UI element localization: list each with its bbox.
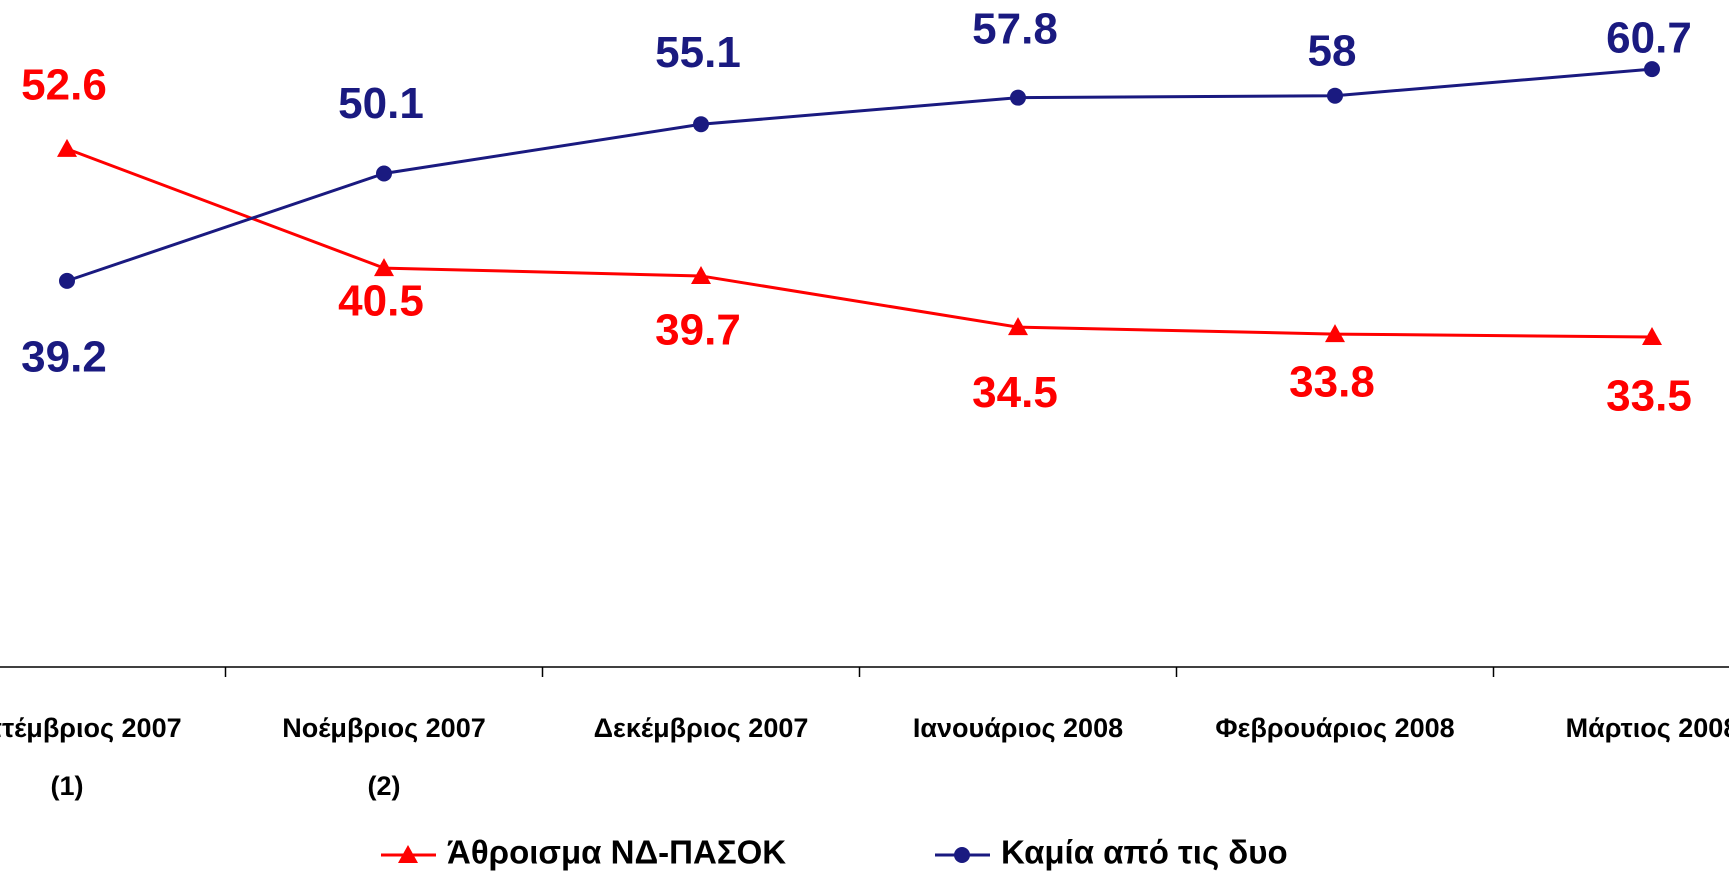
x-tick-label: Νοέμβριος 2007 (2)	[282, 713, 486, 801]
x-tick-label: Δεκέμβριος 2007	[593, 713, 809, 743]
data-label: 39.2	[21, 333, 107, 382]
point	[1008, 317, 1028, 336]
legend-label: Καμία από τις δυο	[1001, 834, 1288, 871]
data-label: 40.5	[338, 277, 424, 326]
data-label: 58	[1308, 26, 1357, 75]
x-tick-label: Φεβρουάριος 2008	[1215, 713, 1455, 743]
data-label: 39.7	[655, 306, 741, 355]
point	[57, 138, 77, 157]
series-line	[66, 147, 1653, 339]
x-tick-label: Μάρτιος 2008	[1565, 713, 1729, 743]
point	[1644, 61, 1660, 78]
data-label: 34.5	[972, 368, 1058, 417]
data-label: 33.5	[1606, 372, 1692, 421]
point	[374, 258, 394, 277]
data-label: 52.6	[21, 61, 107, 110]
point	[1010, 89, 1026, 106]
legend-label: Άθροισμα ΝΔ-ΠΑΣΟΚ	[447, 834, 786, 871]
data-label: 60.7	[1606, 14, 1692, 63]
point	[59, 272, 75, 289]
point	[1642, 327, 1662, 346]
point	[1327, 87, 1343, 104]
point	[376, 165, 392, 182]
point	[1325, 324, 1345, 343]
data-label: 50.1	[338, 79, 424, 128]
x-tick-label: Σεπτέμβριος 2007 (1)	[0, 713, 182, 801]
point	[691, 265, 711, 284]
data-label: 55.1	[655, 28, 741, 77]
data-label: 57.8	[972, 4, 1058, 53]
x-tick-label: Ιανουάριος 2008	[912, 713, 1124, 743]
point	[693, 116, 709, 133]
legend-marker	[954, 847, 970, 863]
legend-marker	[398, 845, 418, 863]
data-label: 33.8	[1289, 358, 1375, 407]
series-line	[66, 67, 1653, 283]
